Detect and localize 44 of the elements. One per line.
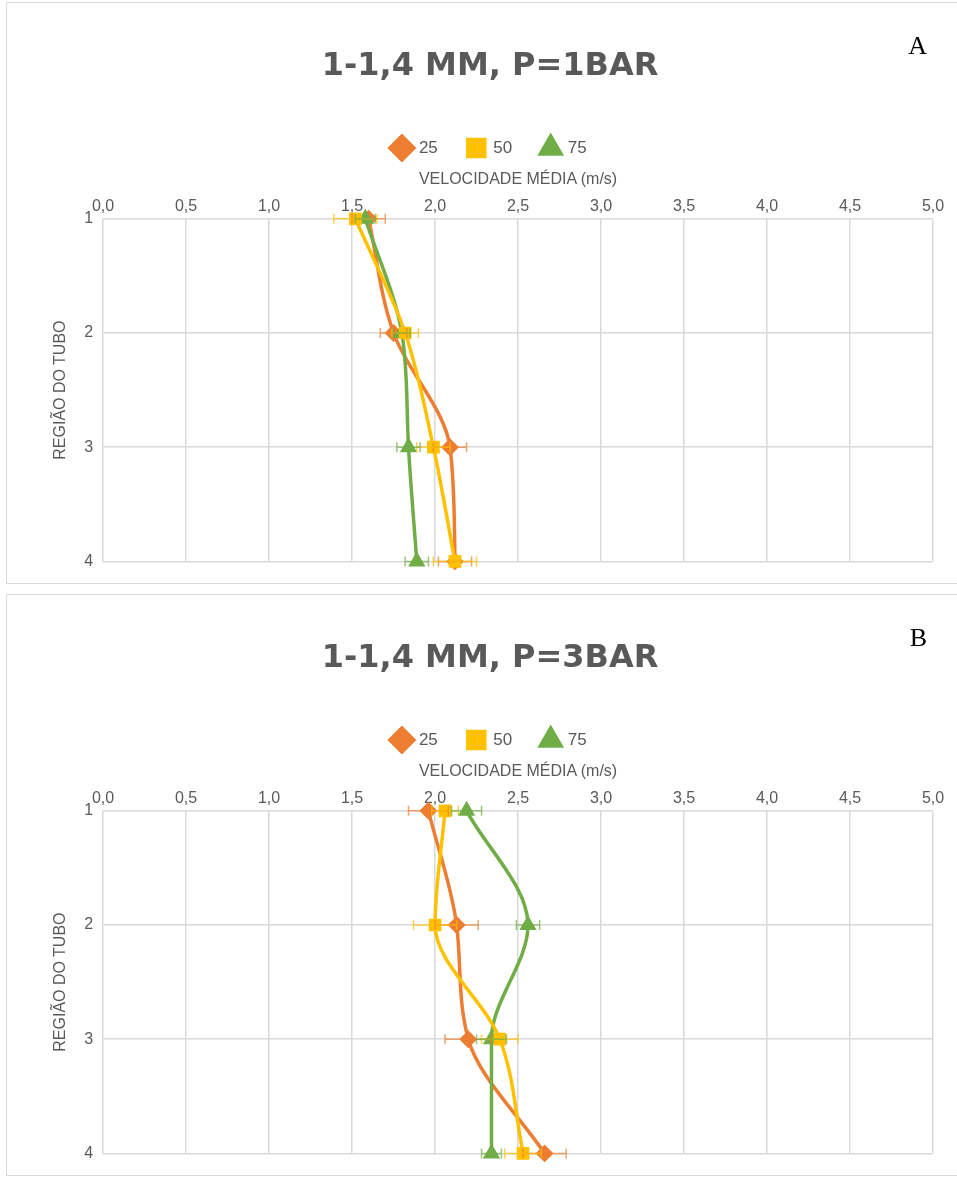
x-tick-label: 4,0: [755, 788, 779, 806]
y-tick-label: 4: [84, 1143, 94, 1161]
chart-title: 1-1,4 MM, P=1BAR: [321, 44, 659, 83]
y-tick-label: 1: [84, 801, 94, 819]
legend-label: 50: [493, 137, 513, 157]
y-tick-label: 4: [84, 551, 94, 569]
y-tick-label: 2: [84, 323, 94, 341]
x-tick-label: 3,0: [589, 788, 613, 806]
x-tick-label: 5,0: [921, 196, 945, 214]
chart-title: 1-1,4 MM, P=3BAR: [321, 636, 659, 675]
text: A: [908, 31, 927, 61]
x-tick-label: 1,0: [257, 196, 281, 214]
legend-label: 75: [567, 137, 587, 157]
x-tick-label: 2,0: [423, 196, 447, 214]
x-tick-label: 5,0: [921, 788, 945, 806]
x-tick-label: 0,5: [174, 196, 198, 214]
x-tick-label: 3,0: [589, 196, 613, 214]
x-tick-label: 4,0: [755, 196, 779, 214]
y-axis-title: REGIÃO DO TUBO: [49, 912, 69, 1052]
legend-label: 25: [418, 729, 438, 749]
x-axis-title: VELOCIDADE MÉDIA (m/s): [418, 169, 618, 188]
x-tick-label: 2,0: [423, 788, 447, 806]
legend-label: 50: [493, 729, 513, 749]
y-tick-label: 3: [84, 437, 94, 455]
legend-label: 25: [418, 137, 438, 157]
x-tick-label: 0,0: [91, 196, 115, 214]
y-axis-title: REGIÃO DO TUBO: [49, 320, 69, 460]
y-tick-label: 2: [84, 915, 94, 933]
x-tick-label: 3,5: [672, 788, 696, 806]
x-tick-label: 0,0: [91, 788, 115, 806]
x-tick-label: 1,0: [257, 788, 281, 806]
text: B: [909, 623, 927, 653]
x-tick-label: 2,5: [506, 196, 530, 214]
x-axis-title: VELOCIDADE MÉDIA (m/s): [418, 761, 618, 780]
x-tick-label: 4,5: [838, 788, 862, 806]
y-tick-label: 1: [84, 209, 94, 227]
x-tick-label: 1,5: [340, 196, 364, 214]
legend-label: 75: [567, 729, 587, 749]
x-tick-label: 1,5: [340, 788, 364, 806]
x-tick-label: 0,5: [174, 788, 198, 806]
x-tick-label: 3,5: [672, 196, 696, 214]
x-tick-label: 2,5: [506, 788, 530, 806]
y-tick-label: 3: [84, 1029, 94, 1047]
x-tick-label: 4,5: [838, 196, 862, 214]
